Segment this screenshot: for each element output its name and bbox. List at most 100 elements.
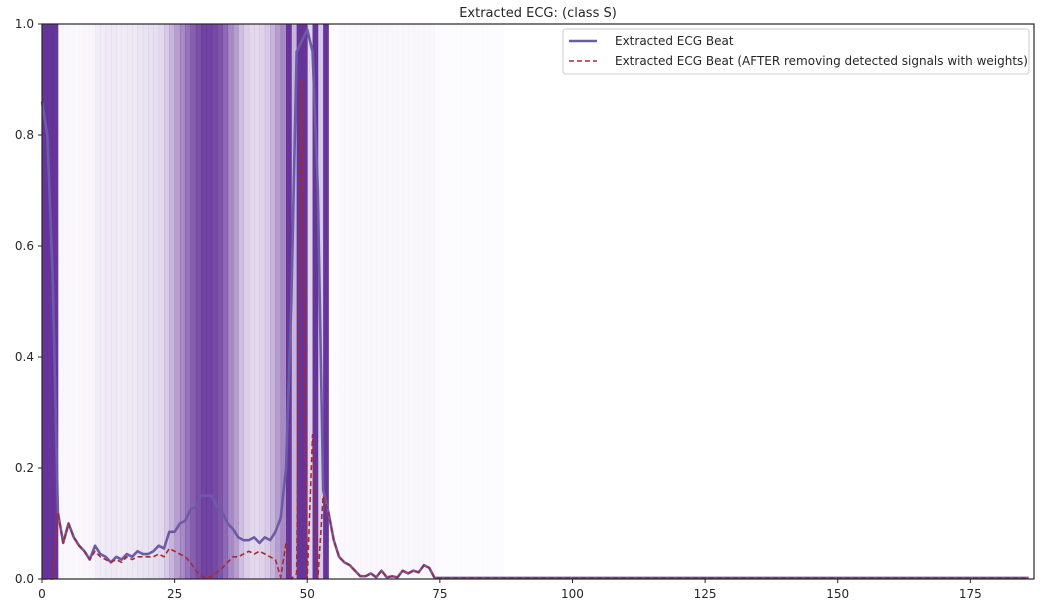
legend[interactable]: Extracted ECG Beat Extracted ECG Beat (A… (562, 28, 1030, 75)
weight-band (339, 24, 345, 579)
weight-band (493, 24, 499, 579)
legend-label-beat: Extracted ECG Beat (615, 34, 734, 48)
weight-band (195, 24, 202, 579)
weight-band (456, 24, 462, 579)
weight-band (174, 24, 181, 579)
weight-band (275, 24, 282, 579)
y-tick-label: 0.2 (15, 461, 34, 475)
weight-band (381, 24, 388, 579)
weight-band (63, 24, 69, 579)
weight-band (482, 24, 488, 579)
weight-band (69, 24, 75, 579)
weight-band (84, 24, 91, 579)
weight-band (105, 24, 112, 579)
x-tick-label: 175 (959, 587, 982, 601)
weight-band (238, 24, 244, 579)
weight-band (440, 24, 446, 579)
weight-band (211, 24, 218, 579)
weight-band (445, 24, 451, 579)
weight-band (158, 24, 165, 579)
plot-area (40, 24, 1029, 580)
weight-band (110, 24, 117, 579)
weight-band (116, 24, 122, 579)
weight-band (264, 24, 271, 579)
weight-band (280, 24, 287, 579)
x-tick-label: 0 (38, 587, 46, 601)
weight-band (185, 24, 191, 579)
weight-band (402, 24, 409, 579)
weight-band (450, 24, 456, 579)
weight-band (291, 24, 298, 579)
weight-band (52, 24, 59, 579)
y-tick-label: 0.4 (15, 350, 34, 364)
weight-band (201, 24, 207, 579)
x-tick-label: 75 (432, 587, 447, 601)
weight-band (169, 24, 176, 579)
weight-band (74, 24, 80, 579)
weight-band (461, 24, 467, 579)
weight-band (126, 24, 133, 579)
weight-band (164, 24, 170, 579)
weight-band (344, 24, 350, 579)
weight-band (248, 24, 255, 579)
weight-band (137, 24, 144, 579)
weight-band (354, 24, 361, 579)
weight-band (397, 24, 404, 579)
weight-band (418, 24, 425, 579)
weight-band (42, 24, 48, 579)
axes-frame (41, 23, 1035, 580)
weight-band (232, 24, 239, 579)
weight-band (47, 24, 54, 579)
x-tick-label: 50 (300, 587, 315, 601)
weight-band (472, 24, 478, 579)
weight-band (386, 24, 393, 579)
weight-band (254, 24, 260, 579)
y-tick-label: 0.8 (15, 128, 34, 142)
weight-band (142, 24, 149, 579)
series-line-beat (40, 28, 1029, 580)
weight-band (217, 24, 223, 579)
weight-band (392, 24, 398, 579)
weight-band (435, 24, 441, 579)
weight-band (408, 24, 414, 579)
weight-band (488, 24, 494, 579)
weight-band (365, 24, 372, 579)
y-tick-label: 0.6 (15, 239, 34, 253)
y-axis: 0.0 0.2 0.4 0.6 0.8 1.0 (15, 17, 42, 586)
weight-band (243, 24, 250, 579)
chart-title: Extracted ECG: (class S) (459, 6, 617, 21)
weight-band (312, 24, 319, 579)
weight-band (498, 24, 504, 579)
weight-band (360, 24, 366, 579)
weight-band (429, 24, 435, 579)
legend-label-after: Extracted ECG Beat (AFTER removing detec… (615, 54, 1028, 68)
weight-band (301, 24, 308, 579)
weight-band (477, 24, 483, 579)
weight-band (95, 24, 101, 579)
x-tick-label: 100 (561, 587, 584, 601)
weight-band (413, 24, 420, 579)
weight-band (349, 24, 356, 579)
weight-band (376, 24, 382, 579)
weight-band (57, 24, 64, 579)
weight-band (190, 24, 197, 579)
weight-band (153, 24, 160, 579)
y-tick-label: 1.0 (15, 17, 34, 31)
weight-band (148, 24, 154, 579)
weight-band (370, 24, 377, 579)
weight-band (222, 24, 229, 579)
weight-band (132, 24, 138, 579)
weight-band (206, 24, 213, 579)
weight-band (270, 24, 276, 579)
weight-band (423, 24, 430, 579)
x-tick-label: 125 (694, 587, 717, 601)
legend-box (562, 28, 1030, 75)
weight-band (259, 24, 266, 579)
series-line-after (42, 78, 1029, 580)
weight-band (323, 24, 329, 579)
weight-band (334, 24, 340, 579)
weight-band (307, 24, 313, 579)
y-tick-label: 0.0 (15, 572, 34, 586)
weight-band (89, 24, 96, 579)
